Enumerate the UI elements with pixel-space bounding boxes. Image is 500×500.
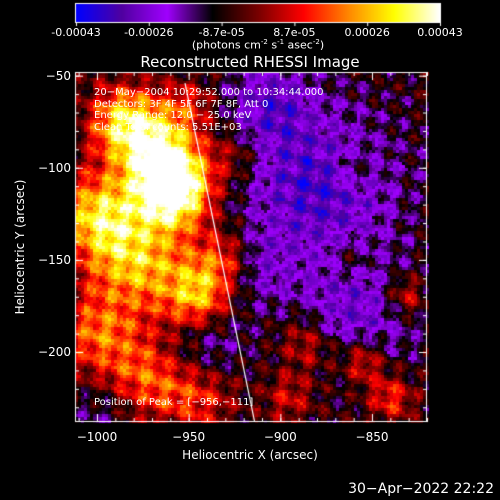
y-tick-label: −150: [38, 252, 71, 267]
annotation-clean: Clean Total counts: 5.51E+03: [94, 121, 242, 133]
colorbar-tick-label: 8.7e-05: [273, 26, 316, 39]
y-tick-label: −200: [38, 345, 71, 359]
colorbar-units: (photons cm-2 s-1 asec-2): [191, 38, 325, 52]
colorbar-tick-label: -0.00043: [51, 26, 101, 39]
colorbar-tick-label: -8.7e-05: [198, 26, 245, 39]
annotation-peak-position: Position of Peak = [−956,−111]: [94, 397, 254, 408]
annotation-time: 20−May−2004 10:29:52.000 to 10:34:44.000: [94, 87, 324, 98]
colorbar-tick-label: -0.00026: [124, 26, 174, 39]
annotation-detectors: Detectors: 3F 4F 5F 6F 7F 8F, Att 0: [94, 98, 269, 110]
colorbar-tick-label: 0.00043: [417, 26, 463, 39]
colorbar-tick-label: 0.00026: [344, 26, 390, 39]
footer-date: 30−Apr−2022 22:22: [348, 481, 494, 497]
y-tick-label: −100: [38, 160, 71, 175]
y-axis-label: Heliocentric Y (arcsec): [13, 179, 27, 315]
x-tick-label: −1000: [76, 430, 118, 444]
x-tick-label: −950: [172, 430, 206, 444]
y-tick-label: −50: [45, 68, 71, 83]
x-axis-label: Heliocentric X (arcsec): [182, 448, 318, 462]
x-tick-label: −850: [355, 430, 389, 444]
chart-title: Reconstructed RHESSI Image: [140, 53, 360, 71]
x-tick-label: −900: [263, 430, 297, 444]
annotation-energy: Energy Range: 12.0 − 25.0 keV: [94, 110, 252, 121]
